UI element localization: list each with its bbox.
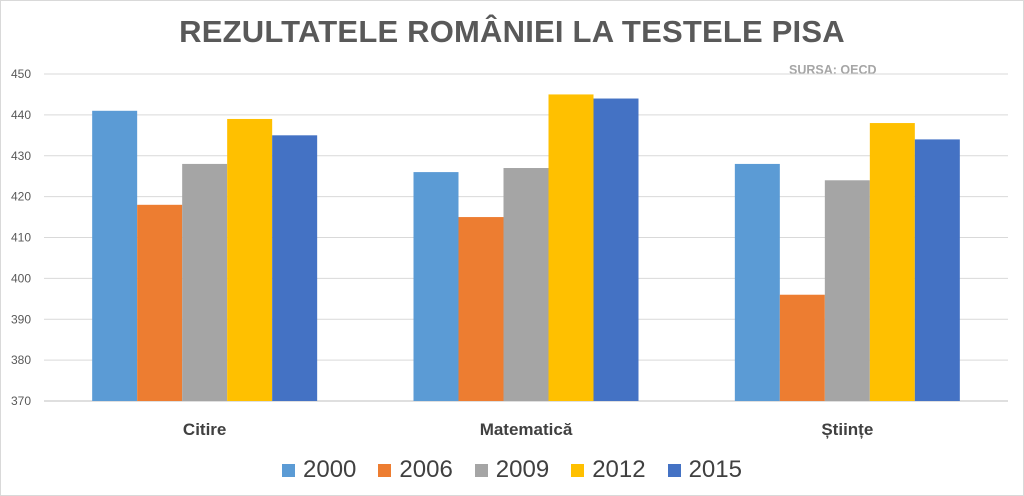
bar-2012-2	[548, 94, 594, 401]
x-category-label: Citire	[183, 420, 226, 439]
bar-2015-3	[914, 139, 960, 401]
chart-title: REZULTATELE ROMÂNIEI LA TESTELE PISA	[179, 14, 845, 49]
legend-swatch	[571, 463, 585, 477]
y-tick-label: 430	[11, 149, 31, 163]
legend-label: 2000	[303, 456, 357, 483]
y-tick-label: 410	[11, 231, 31, 245]
legend-item: 2000	[282, 456, 356, 484]
x-category-label: Științe	[821, 420, 873, 439]
bar-2000-1	[92, 110, 138, 401]
bar-2009-2	[503, 168, 549, 401]
y-tick-label: 400	[11, 271, 31, 285]
legend-label: 2012	[592, 456, 646, 483]
legend-item: 2006	[378, 456, 453, 484]
y-tick-label: 380	[11, 353, 31, 367]
legend-swatch	[282, 463, 296, 477]
legend-swatch	[378, 463, 392, 477]
y-tick-label: 440	[11, 108, 31, 122]
legend-item: 2015	[667, 456, 742, 484]
x-category-label: Matematică	[480, 420, 573, 439]
bar-2012-3	[869, 123, 915, 402]
bar-2006-3	[779, 294, 825, 401]
bar-2009-3	[824, 180, 870, 401]
bar-2000-2	[413, 172, 459, 401]
legend-label: 2015	[688, 456, 742, 483]
bar-2012-1	[227, 118, 273, 402]
plot-area: 370 380 390 400 410 420 430 440 450 Citire Matemat…	[11, 67, 1008, 439]
bar-2006-1	[137, 204, 183, 401]
legend-label: 2009	[495, 456, 550, 483]
legend-swatch	[474, 463, 488, 477]
bar-2000-3	[734, 163, 780, 401]
bar-2006-2	[458, 217, 504, 401]
y-tick-label: 370	[11, 394, 31, 408]
y-tick-label: 390	[11, 312, 31, 326]
legend-swatch	[667, 463, 681, 477]
legend-item: 2009	[474, 456, 550, 484]
bar-2015-1	[272, 135, 318, 401]
y-tick-label: 420	[11, 190, 31, 204]
legend-label: 2006	[399, 456, 453, 483]
bar-2009-1	[182, 163, 228, 401]
chart-legend: 2000 2006 2009 2012 2015	[0, 456, 1024, 484]
legend-item: 2012	[571, 456, 646, 484]
bar-2015-2	[593, 98, 639, 402]
y-tick-label: 450	[11, 67, 31, 81]
